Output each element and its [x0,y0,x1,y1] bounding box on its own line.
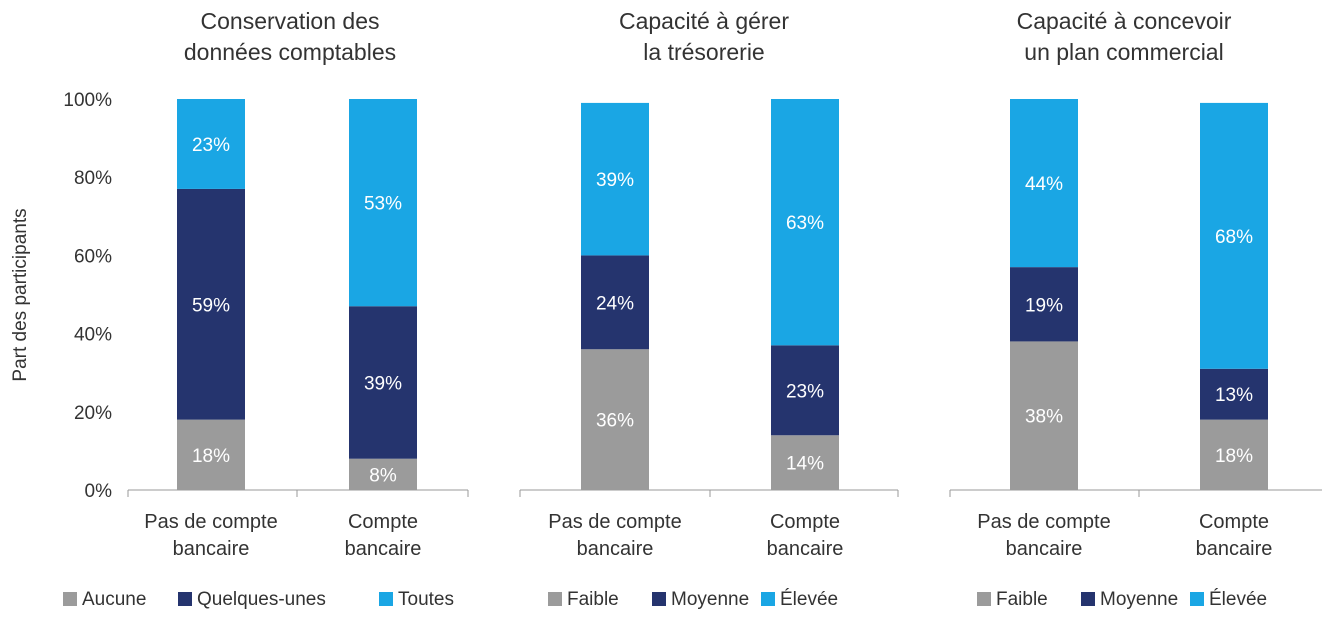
legend-label: Moyenne [1100,589,1178,610]
legend-label: Élevée [1209,589,1267,610]
data-label: 39% [364,373,402,394]
bar-segment--lev-e [1200,102,1268,369]
bar-segment-moyenne [1200,368,1268,420]
data-label: 8% [369,465,397,486]
legend-label: Moyenne [671,589,749,610]
data-label: 13% [1215,385,1253,406]
legend-label: Élevée [780,589,838,610]
y-tick-label: 60% [74,246,112,267]
y-tick-label: 40% [74,325,112,346]
legend-swatch [761,592,775,606]
data-label: 38% [1025,407,1063,428]
data-label: 23% [192,135,230,156]
legend-label: Aucune [82,589,146,610]
data-label: 59% [192,295,230,316]
legend-label: Toutes [398,589,454,610]
y-tick-label: 80% [74,168,112,189]
bar-segment--lev-e [1010,99,1078,268]
data-label: 18% [192,446,230,467]
data-label: 63% [786,213,824,234]
legend-swatch [379,592,393,606]
x-tick-label: bancaire [577,538,654,560]
y-tick-label: 0% [85,481,113,502]
y-tick-label: 20% [74,403,112,424]
legend-swatch [63,592,77,606]
legend-swatch [1190,592,1204,606]
bar-segment-moyenne [1010,267,1078,342]
data-label: 44% [1025,174,1063,195]
bar-segment-faible [771,435,839,490]
bar-segment-toutes [177,99,245,189]
bar-segment-quelques-unes [349,306,417,459]
data-label: 68% [1215,227,1253,248]
panel-title: la trésorerie [643,39,764,65]
x-tick-label: Compte [348,511,418,533]
panel-title: Capacité à concevoir [1017,8,1232,34]
bar-segment-moyenne [771,345,839,436]
bar-segment-quelques-unes [177,188,245,420]
y-axis-title: Part des participants [10,208,31,381]
legend-swatch [652,592,666,606]
y-tick-label: 100% [63,90,112,111]
panel-title: un plan commercial [1024,39,1223,65]
bar-segment--lev-e [771,99,839,346]
panel-title: Conservation des [201,8,380,34]
legend-swatch [548,592,562,606]
bar-segment-faible [1010,341,1078,490]
bar-segment-aucune [177,419,245,490]
x-tick-label: bancaire [1196,538,1273,560]
x-tick-label: Pas de compte [977,511,1110,533]
bar-segment-toutes [349,99,417,307]
x-tick-label: bancaire [1006,538,1083,560]
legend-label: Quelques-unes [197,589,326,610]
data-label: 23% [786,381,824,402]
x-tick-label: bancaire [767,538,844,560]
bar-segment-faible [581,349,649,490]
x-tick-label: bancaire [173,538,250,560]
data-label: 53% [364,194,402,215]
data-label: 24% [596,293,634,314]
panel-title: Capacité à gérer [619,8,789,34]
data-label: 14% [786,454,824,475]
x-tick-label: bancaire [345,538,422,560]
data-label: 39% [596,170,634,191]
bar-segment-moyenne [581,255,649,350]
legend-swatch [977,592,991,606]
data-label: 18% [1215,446,1253,467]
x-tick-label: Compte [1199,511,1269,533]
x-tick-label: Compte [770,511,840,533]
legend-label: Faible [996,589,1048,610]
legend-label: Faible [567,589,619,610]
legend-swatch [1081,592,1095,606]
x-tick-label: Pas de compte [548,511,681,533]
bar-segment-aucune [349,458,417,490]
panel-title: données comptables [184,39,396,65]
legend-swatch [178,592,192,606]
bar-segment-faible [1200,419,1268,490]
bar-segment--lev-e [581,102,649,256]
data-label: 36% [596,411,634,432]
data-label: 19% [1025,295,1063,316]
x-tick-label: Pas de compte [144,511,277,533]
